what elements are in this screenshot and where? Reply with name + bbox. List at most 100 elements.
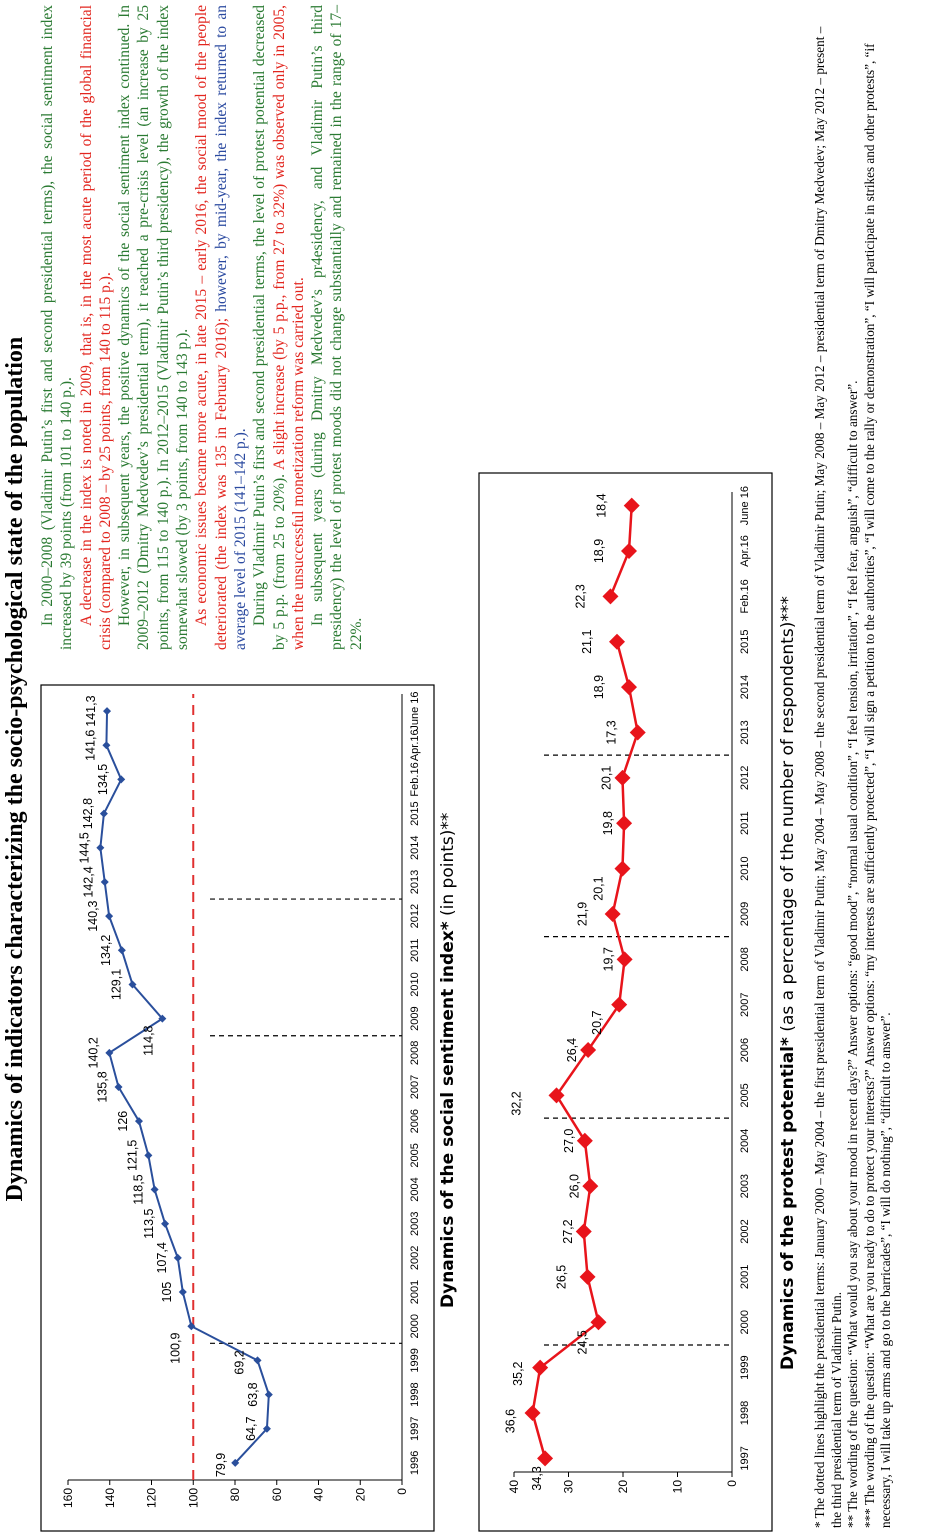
data-point-marker (103, 707, 112, 716)
commentary-text: In 2000–2008 (Vladimir Putin’s first and… (38, 5, 366, 650)
sentiment-caption-bold: Dynamics of the social sentiment index* (438, 921, 458, 1308)
x-tick-label: June 16 (739, 486, 751, 525)
data-point-marker (575, 1223, 592, 1240)
x-tick-label: 2004 (739, 1129, 751, 1153)
x-tick-label: 1998 (409, 1382, 421, 1406)
y-tick-label: 20 (616, 1480, 630, 1494)
x-tick-label: 2015 (409, 801, 421, 825)
x-tick-label: 2002 (739, 1219, 751, 1243)
x-tick-label: 2005 (409, 1143, 421, 1167)
data-point-marker (604, 905, 621, 922)
x-tick-label: 1999 (739, 1355, 751, 1379)
x-tick-label: 2011 (739, 811, 751, 835)
data-label: 100,9 (168, 1333, 182, 1364)
commentary-paragraph-2: A decrease in the index is noted in 2009… (77, 5, 114, 650)
data-label: 126 (116, 1111, 130, 1132)
x-tick-label: 2010 (739, 856, 751, 880)
data-label: 20,1 (599, 766, 613, 790)
data-point-marker (623, 497, 640, 514)
commentary-paragraph-1: In 2000–2008 (Vladimir Putin’s first and… (39, 5, 76, 650)
x-tick-label: 2001 (409, 1280, 421, 1304)
y-tick-label: 40 (312, 1488, 326, 1502)
x-tick-label: 1997 (739, 1446, 751, 1470)
x-tick-label: 2012 (409, 904, 421, 928)
data-point-marker (537, 1450, 554, 1467)
data-label: 20,1 (591, 876, 605, 900)
x-tick-label: 2004 (409, 1177, 421, 1201)
sentiment-chart: 0 20 40 60 80 100 120 140 160 1996 1997 1998 1999 200… (40, 684, 435, 1532)
data-label: 34,3 (530, 1466, 544, 1490)
protest-caption-normal: (as a percentage of the number of respon… (778, 596, 798, 1038)
x-tick-label: Apr.16 (739, 535, 751, 567)
data-label: 27,0 (562, 1129, 576, 1153)
x-tick-label: 2006 (739, 1038, 751, 1062)
x-tick-label: 2002 (409, 1246, 421, 1270)
data-label: 121,5 (125, 1140, 139, 1171)
data-point-marker (616, 951, 633, 968)
x-tick-label: 2009 (409, 1006, 421, 1030)
x-tick-label: 2013 (739, 720, 751, 744)
y-tick-label: 0 (725, 1480, 739, 1487)
data-label: 134,5 (96, 764, 110, 795)
data-point-marker (99, 809, 108, 818)
y-tick-label: 160 (61, 1488, 75, 1508)
data-point-marker (614, 860, 631, 877)
x-tick-label: Feb.16 (409, 762, 421, 796)
data-point-marker (582, 1178, 599, 1195)
protest-chart: 0 10 20 30 40 1997 1998 1999 2000 2001 2002 2003 200… (478, 472, 773, 1532)
commentary-paragraph-5: During Vladimir Putin’s first and second… (250, 5, 308, 650)
data-point-marker (611, 996, 628, 1013)
x-tick-label: 2009 (739, 902, 751, 926)
x-tick-label: 2012 (739, 766, 751, 790)
data-label: 140,2 (86, 1037, 100, 1068)
x-tick-label: Feb.16 (739, 579, 751, 613)
x-tick-label: 1996 (409, 1451, 421, 1475)
x-tick-label: 1999 (409, 1348, 421, 1372)
data-point-marker (602, 588, 619, 605)
data-point-marker (620, 679, 637, 696)
x-tick-label: 2003 (739, 1174, 751, 1198)
data-point-marker (609, 633, 626, 650)
y-tick-label: 120 (145, 1488, 159, 1508)
data-label: 63,8 (246, 1382, 260, 1406)
protest-chart-caption: Dynamics of the protest potential* (as a… (778, 596, 798, 1370)
footnote-2: ** The wording of the question: “What wo… (845, 380, 860, 1528)
x-tick-label: 2014 (739, 675, 751, 699)
data-point-marker (173, 1253, 182, 1262)
data-point-marker (114, 1083, 123, 1091)
footnote-1: * The dotted lines highlight the preside… (812, 26, 844, 1528)
x-tick-label: 2000 (739, 1310, 751, 1334)
x-tick-label: 2010 (409, 972, 421, 996)
x-tick-label: 2000 (409, 1314, 421, 1338)
data-point-marker (576, 1132, 593, 1149)
data-label: 79,9 (214, 1453, 228, 1477)
sentiment-chart-panel: 0 20 40 60 80 100 120 140 160 1996 1997 1998 1999 200… (40, 684, 435, 1532)
x-tick-label: 2005 (739, 1083, 751, 1107)
x-tick-label: 2015 (739, 629, 751, 653)
data-point-marker (580, 1042, 597, 1059)
data-point-marker (614, 769, 631, 786)
data-point-marker (253, 1356, 262, 1365)
x-tick-label: 2007 (739, 992, 751, 1016)
data-label: 69,2 (233, 1350, 247, 1374)
y-tick-label: 100 (186, 1488, 200, 1508)
commentary-paragraph-4: As economic issues became more acute, in… (192, 5, 250, 650)
x-tick-label: 1998 (739, 1401, 751, 1425)
y-tick-label: 20 (353, 1488, 367, 1502)
data-point-marker (264, 1390, 273, 1399)
commentary-paragraph-6: In subsequent years (during Dmitry Medve… (309, 5, 365, 650)
data-point-marker (100, 877, 109, 886)
data-label: 17,3 (605, 720, 619, 744)
data-label: 22,3 (573, 584, 587, 608)
page-title: Dynamics of indicators characterizing th… (2, 336, 28, 1202)
data-point-marker (144, 1151, 153, 1160)
data-label: 18,4 (595, 493, 609, 517)
data-label: 129,1 (110, 969, 124, 1000)
data-point-marker (579, 1268, 596, 1285)
x-tick-label: 2008 (409, 1041, 421, 1065)
y-tick-label: 40 (507, 1480, 521, 1494)
x-tick-label: June 16 (409, 692, 421, 731)
x-tick-label: 2013 (409, 870, 421, 894)
x-tick-label: 2014 (409, 836, 421, 860)
commentary-paragraph-3: However, in subsequent years, the positi… (116, 5, 192, 650)
